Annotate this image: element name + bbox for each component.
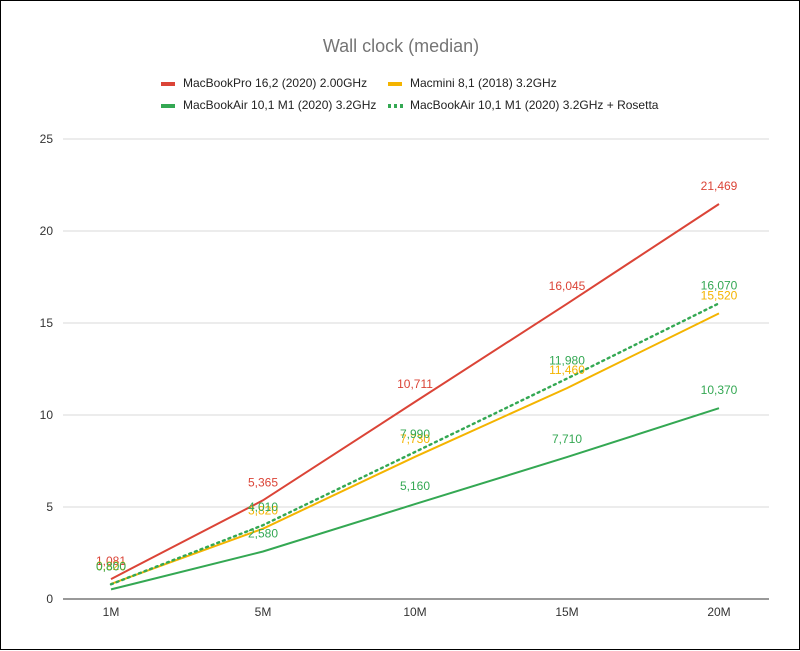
data-label: 5,365 — [248, 475, 278, 489]
legend: MacBookPro 16,2 (2020) 2.00GHz Macmini 8,… — [161, 76, 659, 112]
legend-label: MacBookPro 16,2 (2020) 2.00GHz — [183, 76, 367, 90]
y-tick-label: 0 — [46, 592, 53, 606]
legend-swatch — [161, 104, 175, 108]
y-tick-label: 15 — [40, 316, 54, 330]
x-tick-label: 10M — [403, 605, 426, 619]
data-label: 16,070 — [701, 278, 738, 292]
x-tick-label: 20M — [707, 605, 730, 619]
legend-swatch — [400, 104, 403, 108]
x-tick-label: 15M — [555, 605, 578, 619]
legend-label: Macmini 8,1 (2018) 3.2GHz — [410, 76, 557, 90]
gridlines — [63, 138, 769, 600]
data-label: 21,469 — [701, 179, 738, 193]
y-tick-label: 5 — [46, 500, 53, 514]
data-label: 4,010 — [248, 500, 278, 514]
legend-item: MacBookAir 10,1 M1 (2020) 3.2GHz — [161, 98, 376, 112]
data-label: 0,820 — [96, 559, 126, 573]
data-label: 10,370 — [701, 383, 738, 397]
legend-label: MacBookAir 10,1 M1 (2020) 3.2GHz — [183, 98, 376, 112]
data-label: 7,710 — [552, 432, 582, 446]
y-tick-label: 25 — [40, 132, 54, 146]
x-axis-ticks: 1M 5M 10M 15M 20M — [103, 605, 731, 619]
data-label: 0,800 — [96, 559, 126, 573]
legend-swatch — [161, 82, 175, 86]
data-label: 16,045 — [549, 279, 586, 293]
x-tick-label: 5M — [255, 605, 272, 619]
legend-swatch — [394, 104, 397, 108]
chart-title: Wall clock (median) — [323, 36, 479, 56]
y-tick-label: 20 — [40, 224, 54, 238]
legend-swatch — [388, 104, 391, 108]
data-label: 15,520 — [701, 288, 738, 302]
legend-swatch — [388, 82, 402, 86]
data-labels: 1,081 5,365 10,711 16,045 21,469 0,820 3,820 7,… — [96, 179, 738, 573]
series-line-3 — [110, 407, 720, 591]
data-label: 5,160 — [400, 479, 430, 493]
data-label: 7,730 — [400, 432, 430, 446]
data-label: 11,460 — [549, 363, 585, 377]
series-lines — [109, 203, 721, 591]
data-label: 11,980 — [549, 354, 585, 368]
legend-item: MacBookPro 16,2 (2020) 2.00GHz — [161, 76, 367, 90]
x-tick-label: 1M — [103, 605, 120, 619]
y-axis-ticks: 0 5 10 15 20 25 — [40, 132, 54, 606]
series-line-1 — [110, 203, 720, 580]
legend-item: MacBookAir 10,1 M1 (2020) 3.2GHz + Roset… — [388, 98, 659, 112]
legend-label: MacBookAir 10,1 M1 (2020) 3.2GHz + Roset… — [410, 98, 659, 112]
data-label: 7,990 — [400, 427, 430, 441]
series-line-2 — [110, 312, 720, 585]
data-label: 3,820 — [248, 504, 278, 518]
data-label: 1,081 — [96, 554, 126, 568]
series-line-4 — [109, 302, 721, 586]
y-tick-label: 10 — [40, 408, 54, 422]
data-label: 10,711 — [397, 377, 433, 391]
data-label: 2,580 — [248, 527, 278, 541]
legend-item: Macmini 8,1 (2018) 3.2GHz — [388, 76, 557, 90]
